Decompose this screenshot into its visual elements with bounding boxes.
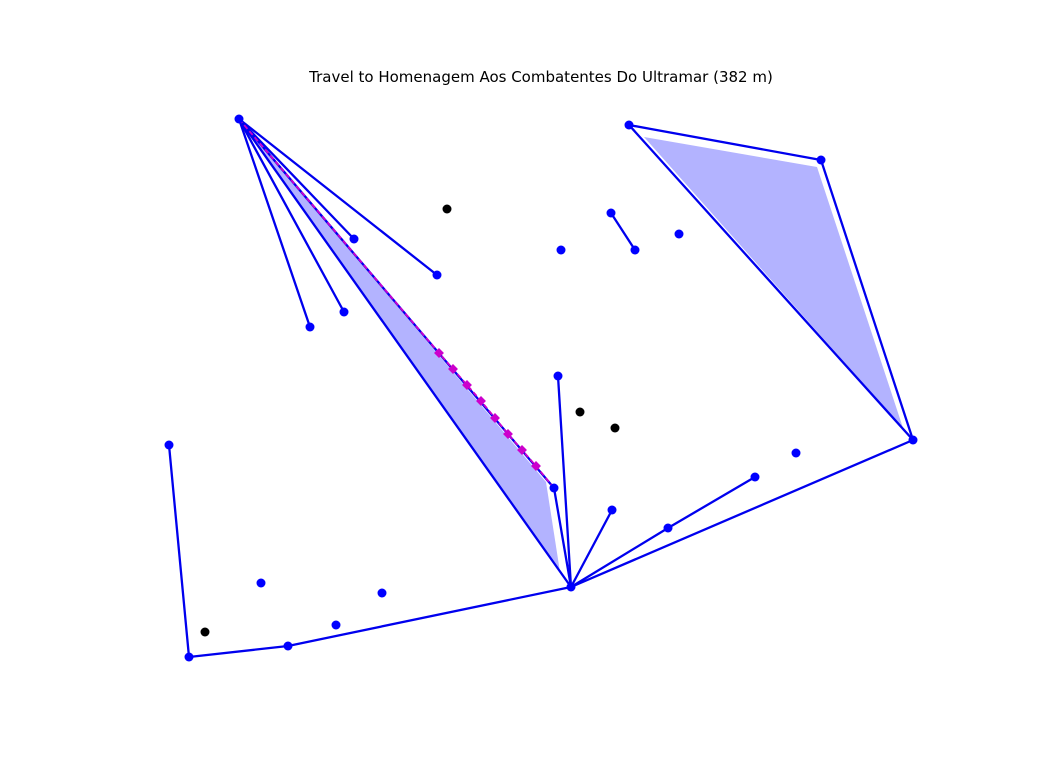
edge-line <box>556 374 573 589</box>
graph-node <box>256 578 266 588</box>
edge-line <box>237 117 439 277</box>
route-marker <box>476 396 486 406</box>
edge-line <box>627 123 915 442</box>
chart-title: Travel to Homenagem Aos Combatentes Do U… <box>309 68 773 86</box>
graph-node <box>164 440 174 450</box>
graph-node <box>566 582 576 592</box>
edge-line <box>569 526 670 589</box>
edge-line <box>569 438 915 589</box>
poi-layer <box>200 204 620 637</box>
edge-line <box>819 158 915 442</box>
graph-node <box>553 371 563 381</box>
route-marker <box>517 445 527 455</box>
nodes-layer <box>164 114 918 662</box>
graph-node <box>674 229 684 239</box>
filled-areas-layer <box>239 119 903 572</box>
edge-line <box>187 644 290 659</box>
graph-node <box>339 307 349 317</box>
route-marker <box>531 461 541 471</box>
route-marker <box>434 348 444 358</box>
graph-node <box>331 620 341 630</box>
edge-line <box>286 585 573 648</box>
edge-line <box>569 508 614 589</box>
graph-node <box>377 588 387 598</box>
graph-node <box>624 120 634 130</box>
edges-layer <box>167 117 915 659</box>
filled-area <box>644 137 903 428</box>
graph-node <box>663 523 673 533</box>
graph-node <box>234 114 244 124</box>
graph-node <box>816 155 826 165</box>
edge-line <box>627 123 823 162</box>
graph-node <box>607 505 617 515</box>
route-marker <box>503 429 513 439</box>
graph-node <box>549 483 559 493</box>
poi-point <box>442 204 452 214</box>
graph-node <box>349 234 359 244</box>
graph-node <box>908 435 918 445</box>
poi-point <box>200 627 210 637</box>
graph-node <box>184 652 194 662</box>
graph-node <box>305 322 315 332</box>
graph-node <box>283 641 293 651</box>
edge-line <box>237 117 312 329</box>
route-layer <box>238 118 555 489</box>
edge-line <box>609 211 637 252</box>
route-marker <box>448 364 458 374</box>
edge-line <box>237 117 356 241</box>
edge-line <box>237 117 573 589</box>
graph-node <box>606 208 616 218</box>
route-marker <box>462 380 472 390</box>
graph-node <box>432 270 442 280</box>
graph-node <box>556 245 566 255</box>
graph-node <box>630 245 640 255</box>
edge-line <box>237 117 346 314</box>
poi-point <box>610 423 620 433</box>
edge-line <box>666 475 757 530</box>
graph-node <box>750 472 760 482</box>
graph-node <box>791 448 801 458</box>
route-marker <box>490 413 500 423</box>
edge-line <box>552 486 573 589</box>
edge-line <box>167 443 191 659</box>
poi-point <box>575 407 585 417</box>
